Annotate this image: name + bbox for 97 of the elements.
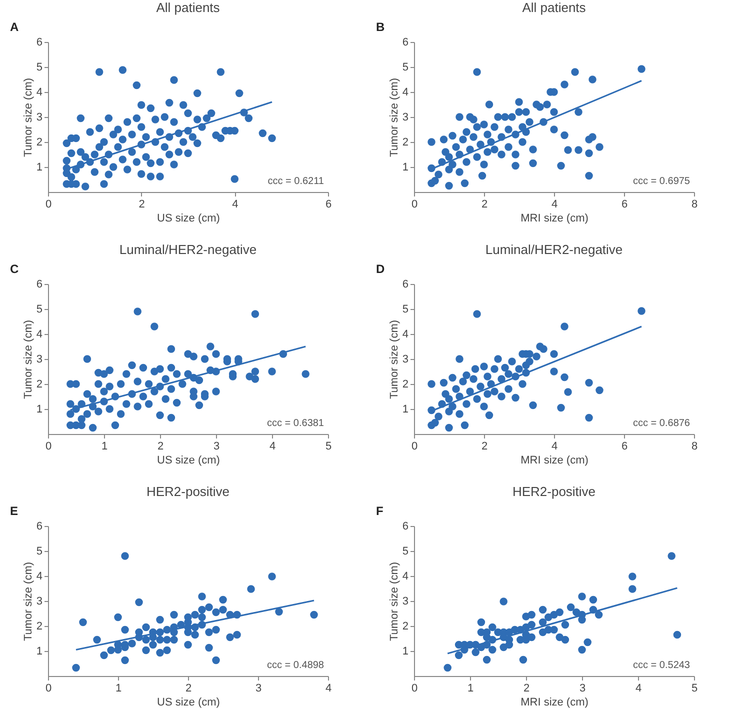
- x-tick-label: 1: [115, 682, 122, 694]
- x-tick-label: 6: [621, 198, 628, 210]
- x-tick-label: 6: [621, 440, 628, 452]
- x-tick-label: 4: [232, 198, 238, 210]
- x-tick-label: 3: [255, 682, 262, 694]
- y-tick-label: 1: [402, 162, 408, 174]
- annotation: ccc = 0.6211: [268, 176, 324, 187]
- y-tick-label: 5: [36, 304, 42, 316]
- y-axis-title: Tumor size (cm): [388, 320, 400, 400]
- y-axis-title: Tumor size (cm): [22, 320, 34, 400]
- text: D: [376, 262, 385, 276]
- annotation: ccc = 0.6975: [633, 176, 690, 187]
- x-tick-label: 2: [138, 198, 145, 210]
- y-tick-label: 5: [36, 62, 42, 74]
- x-tick-label: 0: [411, 682, 418, 694]
- y-tick-label: 4: [402, 570, 408, 582]
- x-tick-label: 6: [325, 198, 332, 210]
- y-tick-label: 3: [36, 354, 42, 366]
- x-tick-label: 3: [579, 682, 586, 694]
- x-tick-label: 4: [551, 440, 558, 452]
- y-axis-title: Tumor size (cm): [388, 562, 400, 642]
- x-tick-label: 4: [269, 440, 276, 452]
- x-axis-title: MRI size (cm): [520, 696, 588, 708]
- x-tick-label: 5: [691, 682, 698, 694]
- y-tick-label: 4: [402, 328, 408, 340]
- x-axis-title: US size (cm): [157, 212, 220, 224]
- y-tick-label: 2: [36, 378, 42, 390]
- y-tick-label: 1: [36, 404, 42, 416]
- x-tick-label: 3: [213, 440, 220, 452]
- x-tick-label: 2: [523, 682, 530, 694]
- y-tick-label: 1: [402, 646, 408, 658]
- x-tick-label: 2: [157, 440, 164, 452]
- text: E: [10, 504, 18, 518]
- annotation: ccc = 0.4898: [267, 660, 324, 671]
- x-tick-label: 5: [325, 440, 332, 452]
- x-tick-label: 1: [467, 682, 474, 694]
- x-axis-title: US size (cm): [157, 696, 220, 708]
- x-tick-label: 1: [101, 440, 108, 452]
- chart-title: Luminal/HER2-negative: [119, 242, 257, 257]
- y-tick-label: 2: [402, 620, 408, 632]
- x-tick-label: 4: [635, 682, 642, 694]
- y-tick-label: 6: [402, 36, 408, 48]
- x-axis-title: US size (cm): [157, 454, 220, 466]
- text: C: [10, 262, 19, 276]
- y-tick-label: 3: [402, 354, 408, 366]
- y-axis-title: Tumor size (cm): [22, 78, 34, 158]
- x-tick-label: 2: [481, 440, 488, 452]
- y-tick-label: 6: [36, 278, 42, 290]
- chart-title: HER2-positive: [512, 484, 596, 499]
- x-tick-label: 2: [481, 198, 488, 210]
- x-tick-label: 0: [411, 440, 418, 452]
- y-tick-label: 1: [36, 162, 42, 174]
- y-tick-label: 4: [402, 86, 408, 98]
- x-tick-label: 4: [325, 682, 332, 694]
- annotation: ccc = 0.6876: [633, 418, 690, 429]
- y-tick-label: 5: [402, 546, 408, 558]
- x-axis-title: MRI size (cm): [520, 212, 588, 224]
- y-tick-label: 6: [36, 36, 42, 48]
- y-tick-label: 3: [402, 596, 408, 608]
- x-tick-label: 0: [411, 198, 418, 210]
- y-tick-label: 3: [402, 112, 408, 124]
- y-tick-label: 4: [36, 570, 42, 582]
- y-tick-label: 3: [36, 112, 42, 124]
- y-axis-title: Tumor size (cm): [388, 78, 400, 158]
- y-tick-label: 4: [36, 86, 42, 98]
- chart-title: All patients: [522, 0, 586, 15]
- annotation: ccc = 0.6381: [267, 418, 324, 429]
- x-tick-label: 0: [45, 682, 52, 694]
- y-tick-label: 2: [36, 136, 42, 148]
- y-tick-label: 2: [36, 620, 42, 632]
- text: B: [376, 20, 385, 34]
- chart-title: HER2-positive: [146, 484, 230, 499]
- y-tick-label: 5: [402, 304, 408, 316]
- y-tick-label: 6: [402, 520, 408, 532]
- x-tick-label: 4: [551, 198, 558, 210]
- text: A: [10, 20, 19, 34]
- y-tick-label: 4: [36, 328, 42, 340]
- y-tick-label: 5: [36, 546, 42, 558]
- annotation: ccc = 0.5243: [633, 660, 690, 671]
- x-tick-label: 0: [45, 440, 52, 452]
- y-tick-label: 6: [36, 520, 42, 532]
- y-axis-title: Tumor size (cm): [22, 562, 34, 642]
- y-tick-label: 1: [402, 404, 408, 416]
- y-tick-label: 3: [36, 596, 42, 608]
- y-tick-label: 1: [36, 646, 42, 658]
- x-tick-label: 2: [185, 682, 192, 694]
- x-tick-label: 0: [45, 198, 52, 210]
- y-tick-label: 2: [402, 136, 408, 148]
- x-tick-label: 8: [691, 198, 698, 210]
- x-tick-label: 8: [691, 440, 698, 452]
- x-axis-title: MRI size (cm): [520, 454, 588, 466]
- text: F: [376, 504, 384, 518]
- y-tick-label: 2: [402, 378, 408, 390]
- chart-title: Luminal/HER2-negative: [485, 242, 623, 257]
- y-tick-label: 5: [402, 62, 408, 74]
- chart-title: All patients: [156, 0, 220, 15]
- y-tick-label: 6: [402, 278, 408, 290]
